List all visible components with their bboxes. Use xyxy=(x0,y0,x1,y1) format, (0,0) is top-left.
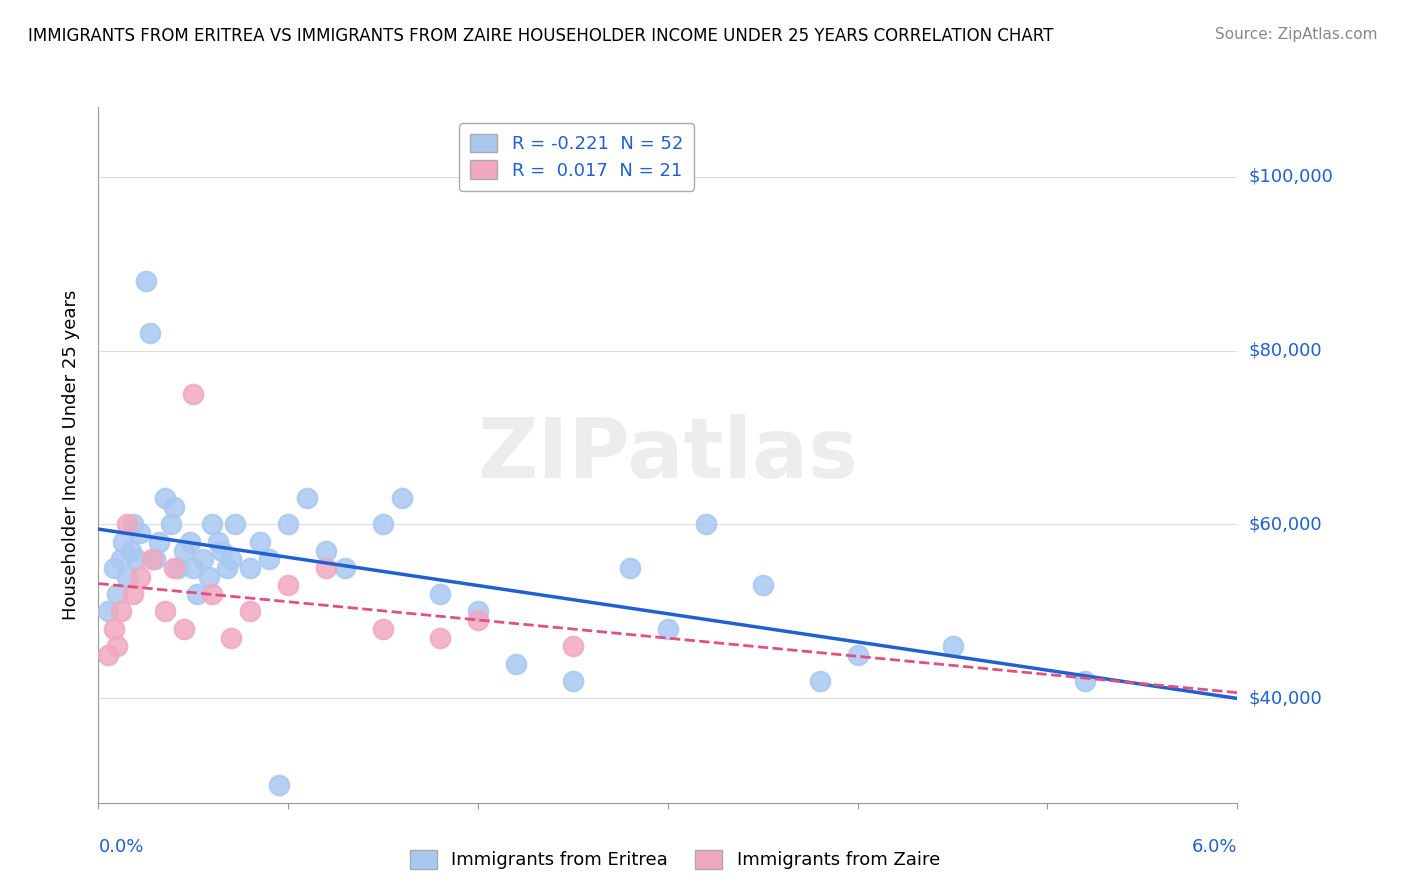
Point xyxy=(335,561,357,575)
Point xyxy=(561,674,585,689)
Point xyxy=(191,552,214,566)
Point xyxy=(561,639,585,653)
Text: 0.0%: 0.0% xyxy=(98,838,143,856)
Point xyxy=(239,605,262,619)
Point xyxy=(183,387,205,401)
Point xyxy=(120,543,142,558)
Point xyxy=(315,543,337,558)
Point xyxy=(110,552,132,566)
Point xyxy=(103,622,125,636)
Point xyxy=(163,561,186,575)
Point xyxy=(163,500,186,514)
Point xyxy=(277,578,299,592)
Point xyxy=(179,534,201,549)
Point xyxy=(942,639,965,653)
Point xyxy=(145,552,166,566)
Point xyxy=(107,587,129,601)
Point xyxy=(429,631,451,645)
Point xyxy=(429,587,451,601)
Point xyxy=(173,543,195,558)
Point xyxy=(808,674,831,689)
Point xyxy=(391,491,413,506)
Point xyxy=(129,526,152,541)
Point xyxy=(115,517,138,532)
Point xyxy=(103,561,125,575)
Point xyxy=(186,587,208,601)
Text: $40,000: $40,000 xyxy=(1249,690,1322,707)
Text: $60,000: $60,000 xyxy=(1249,516,1322,533)
Point xyxy=(148,534,170,549)
Point xyxy=(752,578,775,592)
Y-axis label: Householder Income Under 25 years: Householder Income Under 25 years xyxy=(62,290,80,620)
Point xyxy=(183,561,205,575)
Legend: Immigrants from Eritrea, Immigrants from Zaire: Immigrants from Eritrea, Immigrants from… xyxy=(401,841,949,879)
Point xyxy=(135,274,157,288)
Point xyxy=(619,561,641,575)
Text: $100,000: $100,000 xyxy=(1249,168,1333,186)
Point xyxy=(259,552,281,566)
Point xyxy=(846,648,869,662)
Point xyxy=(371,517,394,532)
Point xyxy=(207,534,229,549)
Point xyxy=(657,622,679,636)
Point xyxy=(695,517,717,532)
Legend: R = -0.221  N = 52, R =  0.017  N = 21: R = -0.221 N = 52, R = 0.017 N = 21 xyxy=(460,123,695,191)
Point xyxy=(297,491,319,506)
Point xyxy=(249,534,271,549)
Point xyxy=(211,543,233,558)
Point xyxy=(277,517,299,532)
Point xyxy=(112,534,135,549)
Point xyxy=(107,639,129,653)
Point xyxy=(467,613,489,627)
Point xyxy=(138,326,160,341)
Text: Source: ZipAtlas.com: Source: ZipAtlas.com xyxy=(1215,27,1378,42)
Text: ZIPatlas: ZIPatlas xyxy=(478,415,858,495)
Text: IMMIGRANTS FROM ERITREA VS IMMIGRANTS FROM ZAIRE HOUSEHOLDER INCOME UNDER 25 YEA: IMMIGRANTS FROM ERITREA VS IMMIGRANTS FR… xyxy=(28,27,1053,45)
Point xyxy=(219,552,243,566)
Point xyxy=(1074,674,1097,689)
Point xyxy=(153,491,176,506)
Point xyxy=(141,552,163,566)
Point xyxy=(505,657,527,671)
Point xyxy=(153,605,176,619)
Point xyxy=(115,570,138,584)
Point xyxy=(219,631,243,645)
Point xyxy=(159,517,181,532)
Point xyxy=(125,552,148,566)
Point xyxy=(371,622,394,636)
Point xyxy=(173,622,195,636)
Point xyxy=(97,648,120,662)
Point xyxy=(201,587,224,601)
Point xyxy=(197,570,219,584)
Point xyxy=(239,561,262,575)
Point xyxy=(267,778,290,793)
Point xyxy=(217,561,239,575)
Text: 6.0%: 6.0% xyxy=(1192,838,1237,856)
Point xyxy=(97,605,120,619)
Point xyxy=(201,517,224,532)
Point xyxy=(129,570,152,584)
Point xyxy=(167,561,190,575)
Point xyxy=(467,605,489,619)
Point xyxy=(110,605,132,619)
Point xyxy=(121,587,143,601)
Point xyxy=(315,561,337,575)
Text: $80,000: $80,000 xyxy=(1249,342,1322,359)
Point xyxy=(121,517,143,532)
Point xyxy=(224,517,246,532)
